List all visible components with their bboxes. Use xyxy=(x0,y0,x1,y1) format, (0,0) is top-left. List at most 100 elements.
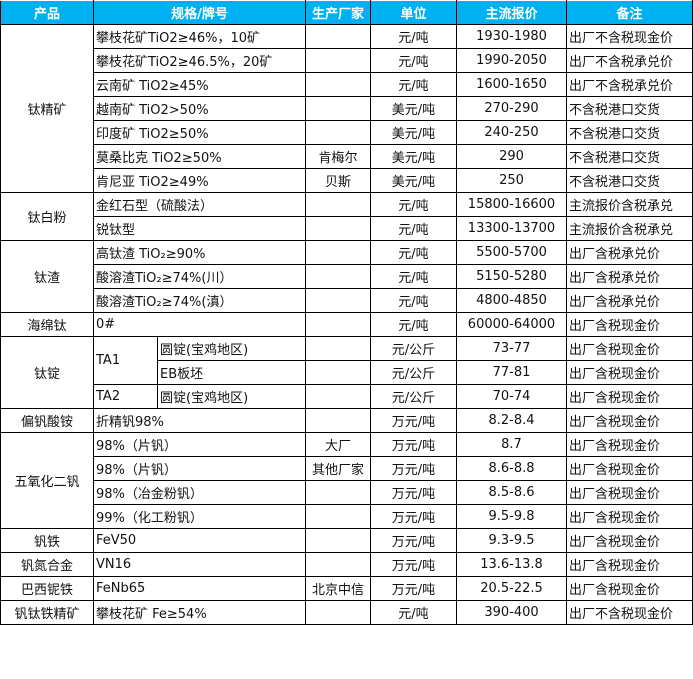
product-cell: 钛白粉 xyxy=(0,192,94,241)
note-cell: 出厂含税现金价 xyxy=(566,360,693,385)
price-cell: 8.7 xyxy=(456,432,567,457)
table-row: 钛白粉 金红石型（硫酸法） 元/吨 15800-16600 主流报价含税承兑 xyxy=(0,192,693,241)
spec-cell: 高钛渣 TiO₂≥90% xyxy=(93,240,306,265)
price-cell: 8.2-8.4 xyxy=(456,408,567,433)
price-cell: 270-290 xyxy=(456,96,567,121)
note-cell: 出厂含税现金价 xyxy=(566,456,693,481)
price-cell: 73-77 xyxy=(456,336,567,361)
table-row: 钛渣 高钛渣 TiO₂≥90% 元/吨 5500-5700 出厂含税承兑价 xyxy=(0,240,693,313)
spec-cell: FeNb65 xyxy=(93,576,306,601)
product-cell: 钒氮合金 xyxy=(0,552,94,577)
spec-cell: 圆锭(宝鸡地区) xyxy=(157,384,306,409)
note-cell: 主流报价含税承兑 xyxy=(566,216,693,241)
maker-cell xyxy=(305,312,371,337)
note-cell: 出厂含税现金价 xyxy=(566,552,693,577)
table-row: 钛锭 TA1 圆锭(宝鸡地区) 元/公斤 73-77 出厂含税现金价 xyxy=(0,336,693,409)
product-cell: 海绵钛 xyxy=(0,312,94,337)
note-cell: 不含税港口交货 xyxy=(566,144,693,169)
unit-cell: 美元/吨 xyxy=(370,96,457,121)
spec-cell: 莫桑比克 TiO2≥50% xyxy=(93,144,306,169)
product-cell: 钛精矿 xyxy=(0,24,94,193)
unit-cell: 元/公斤 xyxy=(370,336,457,361)
maker-cell: 大厂 xyxy=(305,432,371,457)
spec-cell: FeV50 xyxy=(93,528,306,553)
maker-cell: 其他厂家 xyxy=(305,456,371,481)
header-price: 主流报价 xyxy=(456,0,567,25)
note-cell: 出厂含税现金价 xyxy=(566,384,693,409)
table-row: 越南矿 TiO2>50% 美元/吨 270-290 不含税港口交货 xyxy=(1,96,693,121)
maker-cell: 肯梅尔 xyxy=(305,144,371,169)
note-cell: 出厂含税现金价 xyxy=(566,312,693,337)
price-cell: 13.6-13.8 xyxy=(456,552,567,577)
note-cell: 不含税港口交货 xyxy=(566,96,693,121)
price-cell: 290 xyxy=(456,144,567,169)
note-cell: 出厂不含税承兑价 xyxy=(566,48,693,73)
maker-cell xyxy=(305,96,371,121)
unit-cell: 万元/吨 xyxy=(370,576,457,601)
maker-cell xyxy=(305,360,371,385)
spec-cell: 金红石型（硫酸法） xyxy=(93,192,306,217)
unit-cell: 元/吨 xyxy=(370,24,457,49)
price-cell: 4800-4850 xyxy=(456,288,567,313)
note-cell: 出厂含税现金价 xyxy=(566,408,693,433)
price-cell: 77-81 xyxy=(456,360,567,385)
table-row: 锐钛型 元/吨 13300-13700 主流报价含税承兑 xyxy=(1,216,693,241)
price-cell: 240-250 xyxy=(456,120,567,145)
unit-cell: 元/吨 xyxy=(370,240,457,265)
spec-cell: 锐钛型 xyxy=(93,216,306,241)
spec-cell: 99%（化工粉钒） xyxy=(93,504,306,529)
table-row: 99%（化工粉钒） 万元/吨 9.5-9.8 出厂含税现金价 xyxy=(1,504,693,529)
note-cell: 出厂含税现金价 xyxy=(566,528,693,553)
price-cell: 13300-13700 xyxy=(456,216,567,241)
maker-cell xyxy=(305,504,371,529)
header-product: 产品 xyxy=(0,0,94,25)
note-cell: 出厂含税承兑价 xyxy=(566,240,693,265)
table-body: 钛精矿 攀枝花矿TiO2≥46%，10矿 元/吨 1930-1980 出厂不含税现金价攀… xyxy=(0,24,693,625)
unit-cell: 元/吨 xyxy=(370,48,457,73)
maker-cell xyxy=(305,24,371,49)
note-cell: 出厂不含税现金价 xyxy=(566,24,693,49)
note-cell: 主流报价含税承兑 xyxy=(566,192,693,217)
unit-cell: 万元/吨 xyxy=(370,432,457,457)
note-cell: 出厂不含税现金价 xyxy=(566,600,693,625)
maker-cell xyxy=(305,480,371,505)
spec-cell: 98%（片钒） xyxy=(93,456,306,481)
unit-cell: 元/吨 xyxy=(370,312,457,337)
table-row: 98%（冶金粉钒） 万元/吨 8.5-8.6 出厂含税现金价 xyxy=(1,480,693,505)
unit-cell: 万元/吨 xyxy=(370,552,457,577)
product-cell: 钛锭 xyxy=(0,336,94,409)
note-cell: 出厂含税现金价 xyxy=(566,504,693,529)
spec-cell: 云南矿 TiO2≥45% xyxy=(93,72,306,97)
table-row: 酸溶渣TiO₂≥74%(滇） 元/吨 4800-4850 出厂含税承兑价 xyxy=(1,288,693,313)
unit-cell: 元/吨 xyxy=(370,264,457,289)
header-note: 备注 xyxy=(566,0,693,25)
spec-cell: 圆锭(宝鸡地区) xyxy=(157,336,306,361)
table-row: 印度矿 TiO2≥50% 美元/吨 240-250 不含税港口交货 xyxy=(1,120,693,145)
maker-cell xyxy=(305,408,371,433)
note-cell: 不含税港口交货 xyxy=(566,168,693,193)
price-cell: 5150-5280 xyxy=(456,264,567,289)
product-cell: 钒钛铁精矿 xyxy=(0,600,94,625)
price-cell: 20.5-22.5 xyxy=(456,576,567,601)
spec-cell: 酸溶渣TiO₂≥74%(滇） xyxy=(93,288,306,313)
note-cell: 出厂含税承兑价 xyxy=(566,264,693,289)
product-cell: 钛渣 xyxy=(0,240,94,313)
table-row: 肯尼亚 TiO2≥49% 贝斯 美元/吨 250 不含税港口交货 xyxy=(1,168,693,193)
maker-cell xyxy=(305,264,371,289)
note-cell: 不含税港口交货 xyxy=(566,120,693,145)
spec-cell: EB板坯 xyxy=(157,360,306,385)
spec-cell: 肯尼亚 TiO2≥49% xyxy=(93,168,306,193)
note-cell: 出厂含税现金价 xyxy=(566,576,693,601)
spec-cell: 98%（片钒） xyxy=(93,432,306,457)
spec-cell: 98%（冶金粉钒） xyxy=(93,480,306,505)
unit-cell: 元/吨 xyxy=(370,600,457,625)
price-cell: 390-400 xyxy=(456,600,567,625)
table-row: 巴西铌铁 FeNb65 北京中信 万元/吨 20.5-22.5 出厂含税现金价 xyxy=(0,576,693,601)
maker-cell xyxy=(305,72,371,97)
maker-cell xyxy=(305,528,371,553)
spec-cell: VN16 xyxy=(93,552,306,577)
maker-cell xyxy=(305,48,371,73)
table-row: 钒氮合金 VN16 万元/吨 13.6-13.8 出厂含税现金价 xyxy=(0,552,693,577)
price-cell: 9.3-9.5 xyxy=(456,528,567,553)
product-cell: 巴西铌铁 xyxy=(0,576,94,601)
